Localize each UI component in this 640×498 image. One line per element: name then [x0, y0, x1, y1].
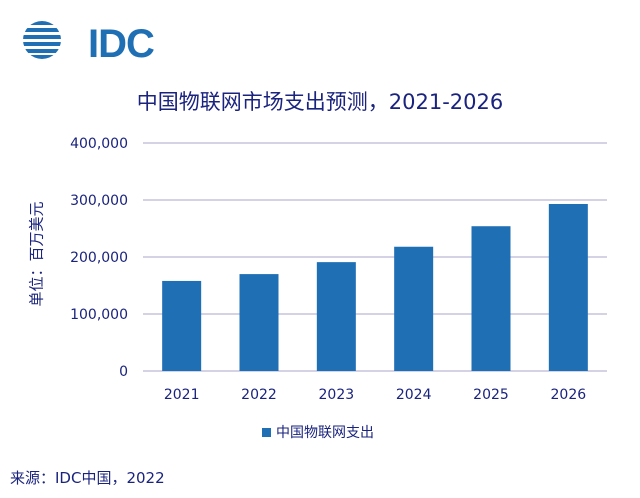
y-tick-label: 400,000	[70, 136, 128, 152]
chart-title: 中国物联网市场支出预测，2021-2026	[136, 90, 504, 114]
legend: 中国物联网支出	[262, 422, 374, 442]
idc-logo: IDC	[22, 14, 162, 66]
legend-label: 中国物联网支出	[276, 425, 374, 441]
x-tick-label: 2022	[241, 387, 277, 403]
y-tick-label: 200,000	[70, 250, 128, 266]
y-tick-label: 100,000	[70, 307, 128, 323]
y-tick-label: 0	[119, 364, 128, 380]
bar	[471, 226, 511, 371]
y-tick-label: 300,000	[70, 193, 128, 209]
bar	[162, 280, 202, 371]
x-tick-label: 2026	[551, 387, 587, 403]
legend-swatch	[262, 427, 271, 437]
source-note: 来源：IDC中国，2022	[10, 469, 165, 487]
x-tick-label: 2024	[396, 387, 432, 403]
idc-globe-icon	[23, 21, 61, 59]
x-tick-label: 2021	[164, 387, 200, 403]
x-tick-label: 2025	[473, 387, 509, 403]
bar	[239, 274, 279, 371]
bar	[394, 246, 434, 371]
x-tick-label: 2023	[319, 387, 355, 403]
bar	[316, 262, 356, 371]
bar	[548, 203, 588, 371]
logo-text: IDC	[88, 22, 155, 66]
